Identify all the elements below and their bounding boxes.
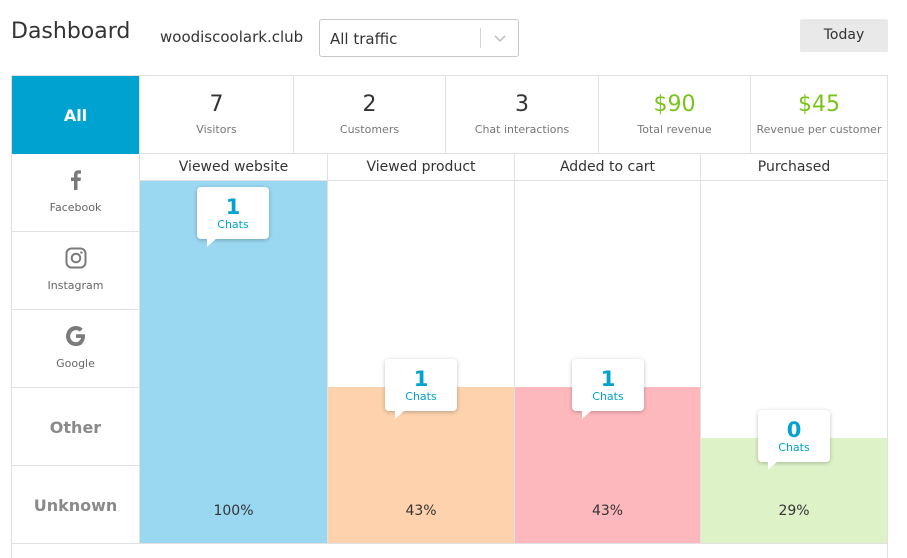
sidebar-item-label: Unknown: [33, 496, 118, 515]
chats-label: Chats: [778, 441, 810, 454]
chats-bubble[interactable]: 1 Chats: [385, 359, 457, 419]
funnel-percent: 29%: [778, 503, 810, 519]
chats-label: Chats: [405, 390, 437, 403]
sidebar-item-google[interactable]: Google: [12, 310, 139, 388]
chats-bubble[interactable]: 1 Chats: [572, 359, 644, 419]
dashboard-panel: All Facebook Instagram Google Other: [11, 75, 888, 558]
funnel-percent: 100%: [213, 503, 254, 519]
sidebar-item-instagram[interactable]: Instagram: [12, 232, 139, 310]
funnel-bar: [328, 387, 514, 543]
chevron-down-icon: [494, 35, 506, 43]
sidebar-item-all[interactable]: All: [12, 76, 139, 154]
sidebar-item-unknown[interactable]: Unknown: [12, 466, 139, 543]
stat-label: Visitors: [196, 123, 237, 136]
funnel-bar: [515, 387, 700, 543]
chats-count: 0: [786, 418, 802, 442]
stat-total-revenue: $90 Total revenue: [598, 76, 750, 153]
chats-count: 1: [413, 367, 429, 391]
funnel-stage-title: Viewed website: [140, 154, 327, 181]
sidebar-item-label: Instagram: [47, 279, 104, 292]
sidebar-item-label: Other: [49, 418, 102, 437]
stat-revenue-per-customer: $45 Revenue per customer: [750, 76, 887, 153]
funnel-bar: [140, 181, 327, 543]
funnel-stage-title: Purchased: [701, 154, 887, 181]
source-sidebar: All Facebook Instagram Google Other: [12, 76, 140, 543]
google-icon: [66, 326, 85, 346]
stat-value: $45: [798, 92, 840, 117]
stat-visitors: 7 Visitors: [140, 76, 293, 153]
panel-divider: [12, 543, 887, 544]
sidebar-item-label: Facebook: [49, 201, 102, 214]
chats-count: 1: [225, 195, 241, 219]
date-range-button[interactable]: Today: [800, 19, 888, 52]
funnel-chart: Viewed website 100% 1 Chats Viewed produ…: [140, 154, 887, 543]
sidebar-item-label: Google: [56, 357, 95, 370]
stat-label: Total revenue: [637, 123, 712, 136]
page-title: Dashboard: [11, 19, 131, 44]
select-divider: [480, 28, 481, 48]
stats-row: 7 Visitors 2 Customers 3 Chat interactio…: [140, 76, 887, 154]
funnel-stage-title: Added to cart: [515, 154, 700, 181]
funnel-percent: 43%: [405, 503, 437, 519]
instagram-icon: [65, 247, 87, 269]
funnel-stage-viewed-website: Viewed website 100% 1 Chats: [140, 154, 327, 543]
traffic-select[interactable]: All traffic: [319, 19, 519, 57]
sidebar-item-label: All: [63, 106, 88, 125]
stat-value: 7: [209, 92, 224, 117]
chats-bubble[interactable]: 1 Chats: [197, 187, 269, 247]
site-domain: woodiscoolark.club: [160, 28, 304, 46]
chats-count: 1: [600, 367, 616, 391]
stat-value: 2: [362, 92, 377, 117]
funnel-stage-added-to-cart: Added to cart 43% 1 Chats: [514, 154, 700, 543]
funnel-stage-purchased: Purchased 29% 0 Chats: [700, 154, 887, 543]
chats-label: Chats: [592, 390, 624, 403]
sidebar-item-other[interactable]: Other: [12, 388, 139, 466]
stat-label: Chat interactions: [474, 123, 570, 136]
funnel-stage-title: Viewed product: [328, 154, 514, 181]
sidebar-item-facebook[interactable]: Facebook: [12, 154, 139, 232]
stat-customers: 2 Customers: [293, 76, 445, 153]
stat-label: Revenue per customer: [756, 123, 882, 136]
stat-value: $90: [653, 92, 696, 117]
stat-chat-interactions: 3 Chat interactions: [445, 76, 598, 153]
funnel-stage-viewed-product: Viewed product 43% 1 Chats: [327, 154, 514, 543]
chats-bubble[interactable]: 0 Chats: [758, 410, 830, 470]
traffic-select-value: All traffic: [330, 30, 398, 48]
stat-value: 3: [515, 92, 529, 117]
chats-label: Chats: [217, 218, 249, 231]
facebook-icon: [71, 170, 81, 190]
stat-label: Customers: [339, 123, 400, 136]
funnel-percent: 43%: [591, 503, 624, 519]
